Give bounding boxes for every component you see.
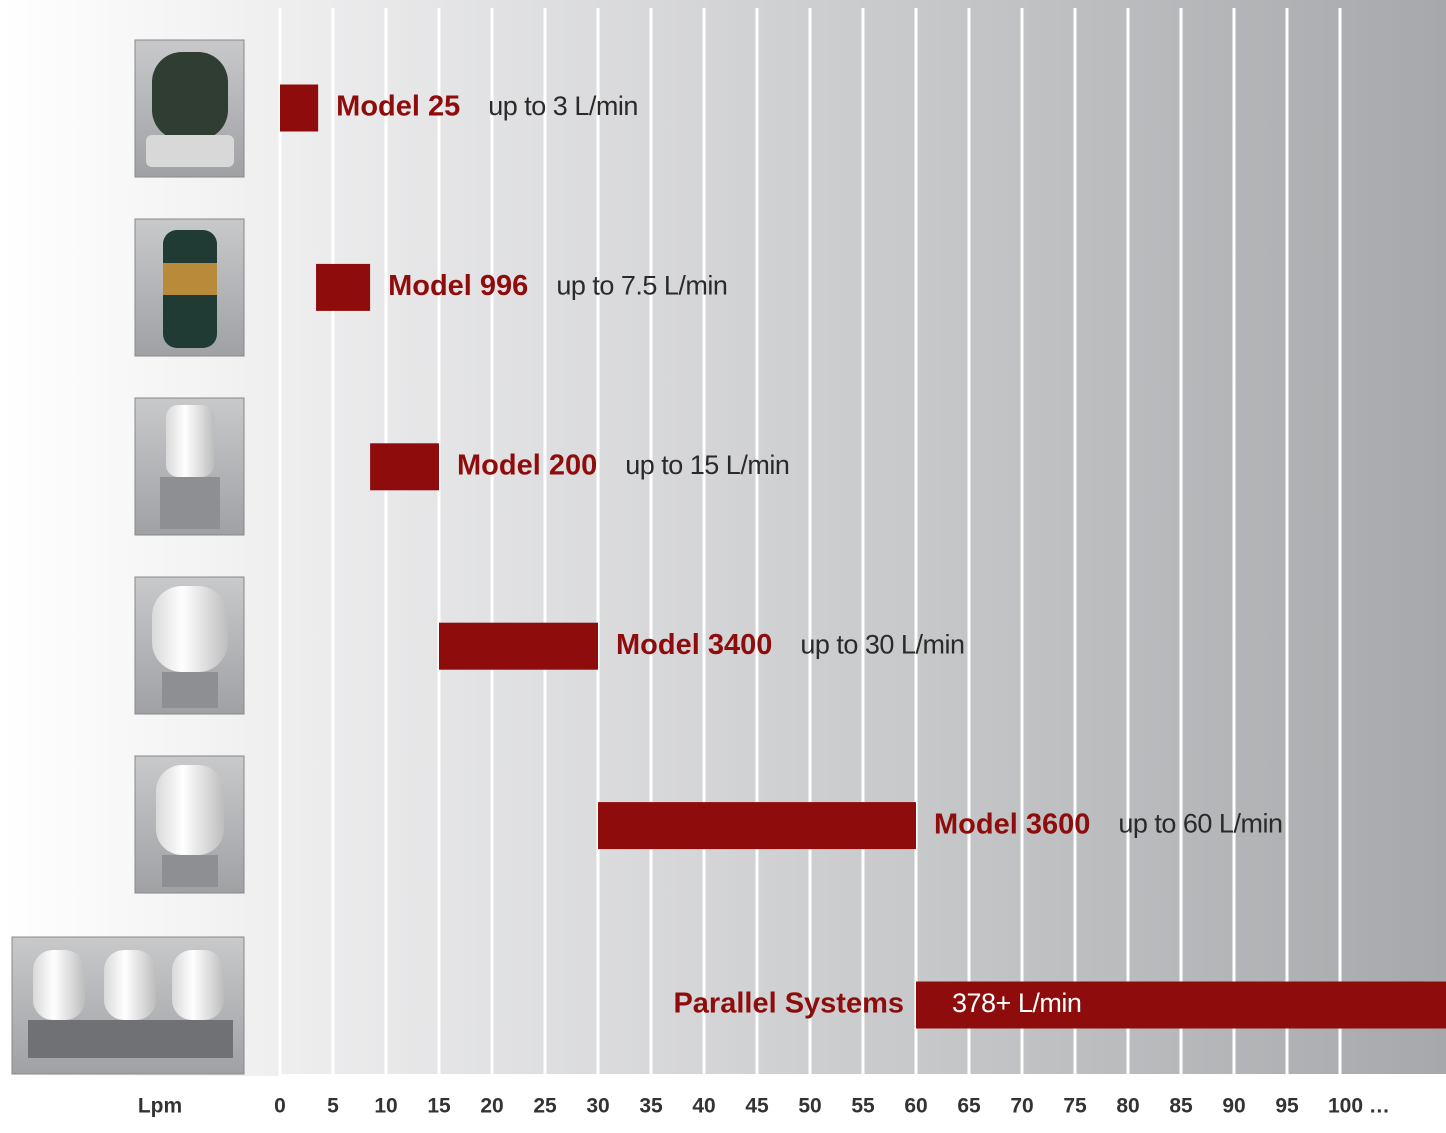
bar: [598, 802, 916, 849]
x-tick-label: 75: [1063, 1095, 1087, 1118]
photo-shape: [166, 405, 214, 477]
x-tick-label: 25: [533, 1095, 557, 1118]
chart: Lpm 0 5 10 15 20 25 30 35 40 45 50 55 60 65 70 75 80 85 90…: [0, 0, 1446, 1133]
x-tick-label: 80: [1116, 1095, 1139, 1118]
x-tick-label: 90: [1222, 1095, 1245, 1118]
capacity-label: 378+ L/min: [952, 988, 1081, 1018]
photo-shape: [33, 950, 85, 1020]
x-tick-label: 100 …: [1328, 1095, 1390, 1118]
x-axis-label: Lpm: [138, 1095, 182, 1118]
photo-shape: [162, 855, 218, 887]
x-tick-label: 30: [586, 1095, 609, 1118]
bar-name: Model 3400: [616, 629, 772, 661]
capacity-label: up to 60 L/min: [1118, 809, 1282, 839]
x-tick-label: 85: [1169, 1095, 1193, 1118]
photo-shape: [104, 950, 156, 1020]
x-tick-label: 70: [1010, 1095, 1033, 1118]
bar-name: Model 200: [457, 449, 597, 481]
capacity-label: up to 30 L/min: [800, 629, 964, 659]
bar: [439, 623, 598, 670]
x-tick-label: 5: [327, 1095, 339, 1118]
capacity-label: up to 15 L/min: [625, 450, 789, 480]
photo-shape: [160, 477, 220, 529]
bar: [316, 264, 370, 311]
bar-name: Parallel Systems: [673, 988, 904, 1020]
photo-shape: [156, 765, 224, 855]
x-tick-label: 15: [427, 1095, 451, 1118]
x-tick-label: 20: [480, 1095, 503, 1118]
bar-name: Model 3600: [934, 808, 1090, 840]
bar: [370, 443, 439, 490]
capacity-label: up to 3 L/min: [488, 91, 638, 121]
bar-name: Model 996: [388, 270, 528, 302]
capacity-label: up to 7.5 L/min: [556, 271, 727, 301]
photo-shape: [172, 950, 224, 1020]
x-tick-label: 35: [639, 1095, 663, 1118]
x-tick-label: 60: [904, 1095, 927, 1118]
x-tick-label: 0: [274, 1095, 286, 1118]
bar-name: Model 25: [336, 91, 460, 123]
x-tick-label: 45: [745, 1095, 769, 1118]
x-tick-label: 55: [851, 1095, 875, 1118]
x-tick-label: 50: [798, 1095, 821, 1118]
x-tick-label: 40: [692, 1095, 715, 1118]
photo-shape: [152, 52, 228, 140]
x-tick-label: 95: [1275, 1095, 1299, 1118]
photo-shape: [152, 586, 228, 672]
bar: [280, 85, 318, 132]
photo-shape: [28, 1020, 233, 1058]
x-tick-label: 10: [374, 1095, 397, 1118]
x-tick-label: 65: [957, 1095, 981, 1118]
photo-shape: [163, 263, 217, 295]
photo-shape: [146, 135, 234, 167]
photo-shape: [162, 672, 218, 708]
